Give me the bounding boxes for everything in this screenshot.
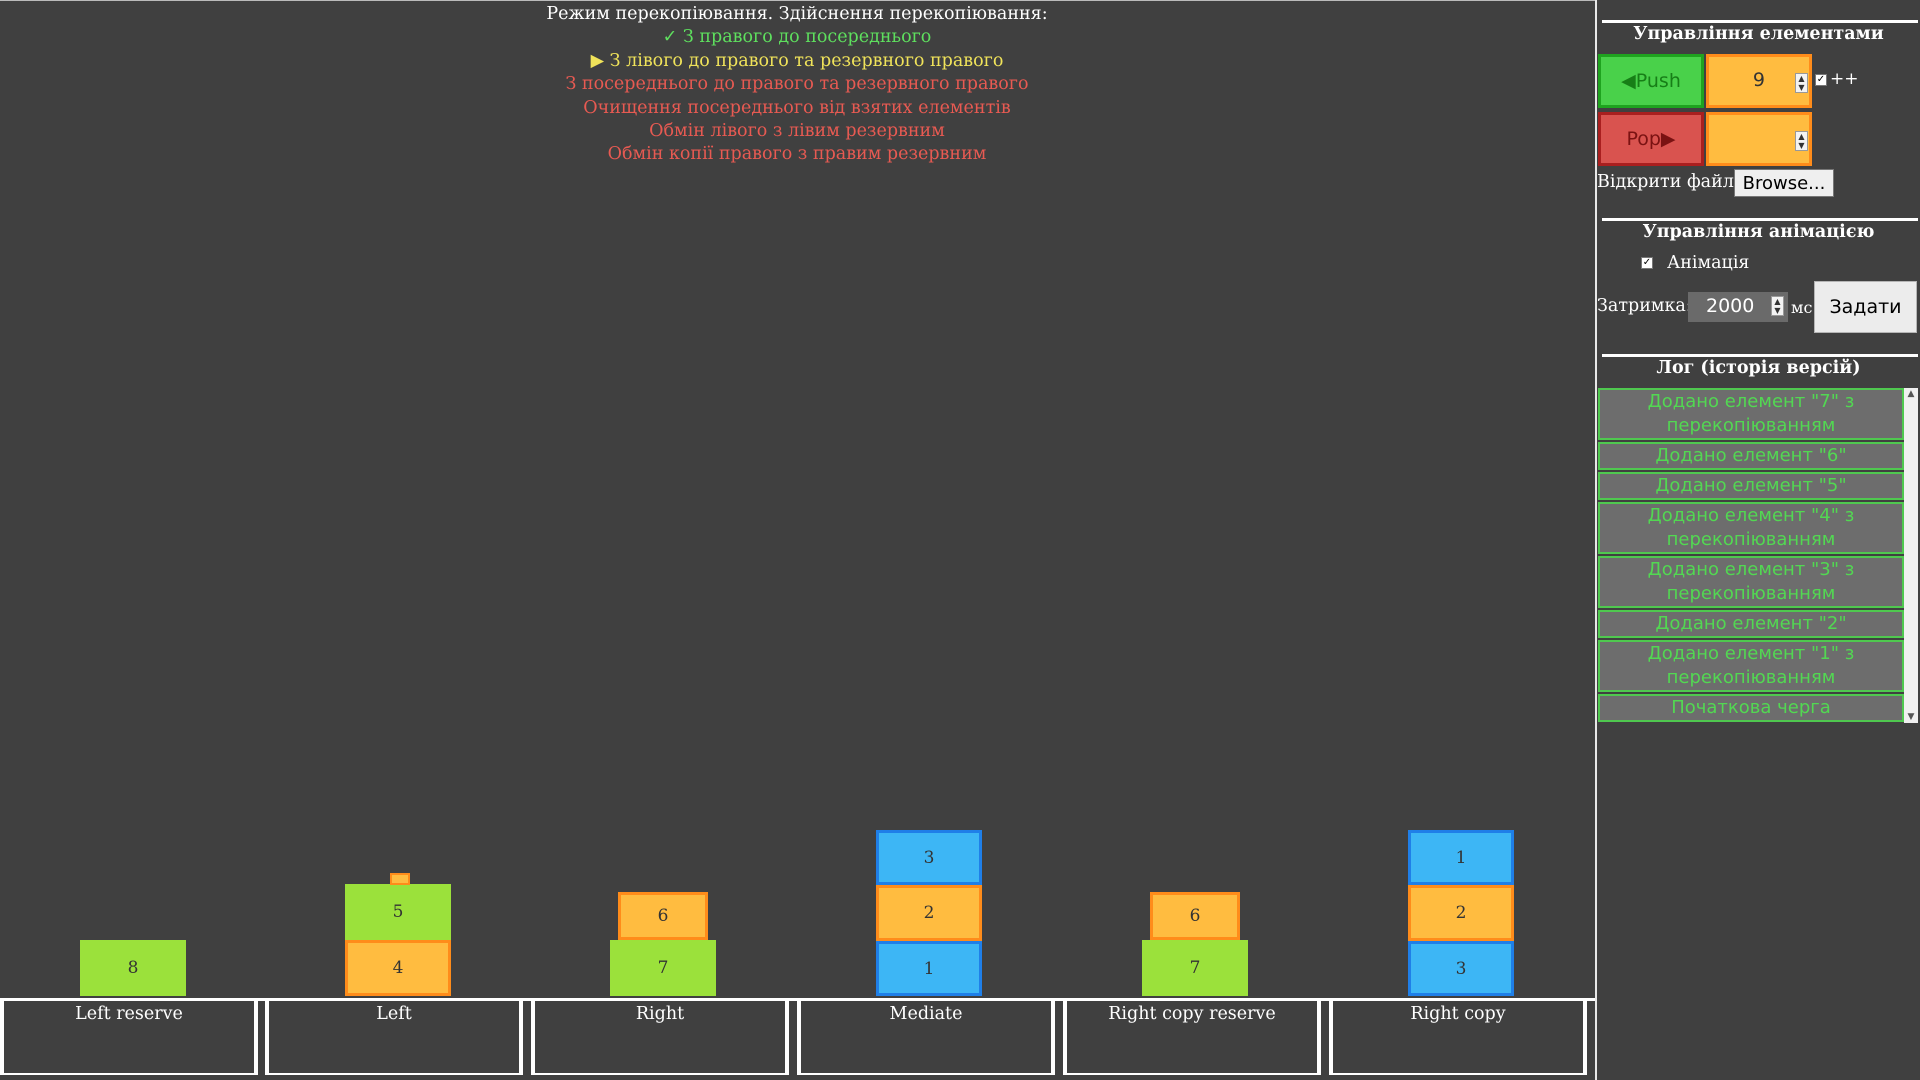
log-entry[interactable]: Додано елемент "4" з перекопіюванням [1598, 502, 1904, 554]
mode-line: ▶ З лівого до правого та резервного прав… [590, 50, 1004, 71]
scroll-down-icon[interactable]: ▼ [1907, 712, 1915, 722]
stack-element: 6 [1150, 892, 1240, 940]
panel-rule-elements [1602, 20, 1918, 23]
browse-button[interactable]: Browse... [1734, 169, 1834, 197]
delay-spinner-icon[interactable]: ▲ ▼ [1771, 296, 1784, 316]
panel-divider [1595, 0, 1597, 1080]
open-file-label: Відкрити файл: [1597, 172, 1740, 192]
stack-label: Right copy reserve [1063, 1001, 1321, 1075]
stack-label: Right [531, 1001, 789, 1075]
stack-label: Right copy [1329, 1001, 1587, 1075]
set-delay-button[interactable]: Задати [1814, 281, 1917, 333]
stack-element: 3 [876, 830, 982, 885]
stack-element: 2 [876, 885, 982, 941]
push-button[interactable]: ◀Push [1598, 54, 1704, 108]
animation-checkbox[interactable]: ✓ [1641, 257, 1653, 269]
log-entry[interactable]: Додано елемент "5" [1598, 472, 1904, 500]
pop-button[interactable]: Pop▶ [1598, 112, 1704, 166]
animation-label: Анімація [1667, 253, 1750, 273]
stack-element: 3 [1408, 941, 1514, 996]
increment-checkbox[interactable]: ✓ [1815, 74, 1827, 86]
log-entry[interactable]: Початкова черга [1598, 694, 1904, 722]
mode-line: ✓ З правого до посереднього [662, 27, 932, 48]
stack-label: Left [265, 1001, 523, 1075]
mode-line: Режим перекопіювання. Здійснення перекоп… [546, 4, 1048, 24]
push-value-input[interactable]: 9 ▲ ▼ [1706, 54, 1812, 108]
delay-input[interactable]: 2000 ▲ ▼ [1688, 292, 1788, 322]
increment-label: ++ [1830, 69, 1859, 89]
animation-heading: Управління анімацією [1642, 222, 1875, 242]
stack-element: 7 [1142, 940, 1248, 996]
panel-rule-animation [1602, 218, 1918, 221]
log-scrollbar[interactable]: ▲ ▼ [1904, 388, 1918, 723]
mode-line: Обмін копії правого з правим резервним [607, 144, 987, 165]
panel-rule-log [1602, 354, 1918, 357]
stack-label: Left reserve [0, 1001, 258, 1075]
stack-element: 6 [618, 892, 708, 940]
stack-label: Mediate [797, 1001, 1055, 1075]
mode-line: Обмін лівого з лівим резервним [649, 121, 945, 142]
delay-unit: мс [1791, 298, 1813, 317]
push-value-spinner-icon[interactable]: ▲ ▼ [1795, 73, 1808, 93]
mode-line: З посереднього до правого та резервного … [565, 74, 1029, 95]
stack-element: 8 [80, 940, 186, 996]
stack-element: 1 [1408, 830, 1514, 885]
elements-heading: Управління елементами [1633, 24, 1884, 44]
log-entry[interactable]: Додано елемент "6" [1598, 442, 1904, 470]
delay-value: 2000 [1706, 295, 1755, 317]
delay-label: Затримка: [1597, 296, 1692, 316]
pop-value-input[interactable]: ▲ ▼ [1706, 112, 1812, 166]
mode-status: Режим перекопіювання. Здійснення перекоп… [347, 3, 1247, 167]
push-value: 9 [1752, 69, 1765, 91]
stack-element: 5 [345, 884, 451, 940]
log-entry[interactable]: Додано елемент "3" з перекопіюванням [1598, 556, 1904, 608]
top-border [0, 0, 1920, 1]
log-entry[interactable]: Додано елемент "2" [1598, 610, 1904, 638]
mode-line: Очищення посереднього від взятих елемент… [583, 97, 1011, 118]
log-entry[interactable]: Додано елемент "1" з перекопіюванням [1598, 640, 1904, 692]
stack-element: 1 [876, 941, 982, 996]
scroll-up-icon[interactable]: ▲ [1907, 389, 1915, 399]
stack-element: 2 [1408, 885, 1514, 941]
slot-top-border [0, 998, 1595, 1001]
log-heading: Лог (історія версій) [1656, 358, 1861, 378]
visualization-stage: Режим перекопіювання. Здійснення перекоп… [347, 3, 1247, 167]
left-top-marker [390, 873, 410, 885]
stack-element: 7 [610, 940, 716, 996]
log-entry[interactable]: Додано елемент "7" з перекопіюванням [1598, 388, 1904, 440]
stack-element: 4 [345, 940, 451, 996]
pop-value-spinner-icon[interactable]: ▲ ▼ [1795, 131, 1808, 151]
